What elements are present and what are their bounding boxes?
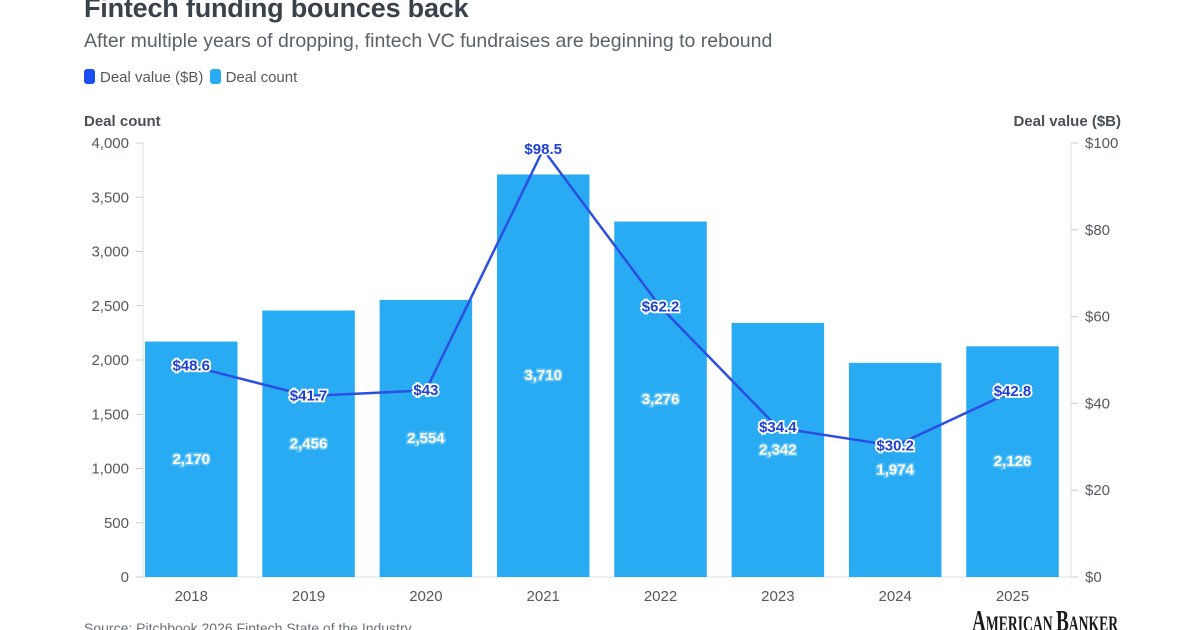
- svg-text:4,000: 4,000: [91, 135, 129, 152]
- svg-text:3,276: 3,276: [642, 391, 680, 408]
- svg-text:1,974: 1,974: [876, 461, 914, 478]
- svg-text:1,000: 1,000: [91, 461, 129, 478]
- svg-text:$100: $100: [1085, 135, 1118, 152]
- svg-text:2,456: 2,456: [290, 435, 328, 452]
- svg-text:2019: 2019: [292, 588, 325, 605]
- svg-text:2,554: 2,554: [407, 430, 445, 447]
- svg-text:$98.5: $98.5: [524, 141, 562, 158]
- svg-text:2024: 2024: [878, 588, 911, 605]
- svg-text:2,170: 2,170: [172, 451, 210, 468]
- svg-text:2020: 2020: [409, 588, 442, 605]
- svg-text:1,500: 1,500: [91, 406, 129, 423]
- svg-text:$60: $60: [1085, 309, 1110, 326]
- svg-text:2018: 2018: [175, 588, 208, 605]
- svg-text:500: 500: [104, 515, 129, 532]
- svg-text:$80: $80: [1085, 222, 1110, 239]
- svg-text:$30.2: $30.2: [876, 437, 914, 454]
- svg-text:$42.8: $42.8: [994, 383, 1032, 400]
- svg-text:2,000: 2,000: [91, 352, 129, 369]
- svg-text:2,342: 2,342: [759, 441, 797, 458]
- svg-text:2023: 2023: [761, 588, 794, 605]
- svg-text:$43: $43: [413, 382, 438, 399]
- svg-text:$34.4: $34.4: [759, 419, 797, 436]
- svg-text:2022: 2022: [644, 588, 677, 605]
- svg-text:$0: $0: [1085, 569, 1102, 586]
- svg-text:2,500: 2,500: [91, 298, 129, 315]
- svg-text:$40: $40: [1085, 395, 1110, 412]
- svg-text:0: 0: [121, 569, 129, 586]
- svg-text:3,710: 3,710: [524, 367, 562, 384]
- svg-text:$62.2: $62.2: [642, 299, 680, 316]
- svg-text:$20: $20: [1085, 482, 1110, 499]
- svg-text:2021: 2021: [527, 588, 560, 605]
- svg-text:3,500: 3,500: [91, 189, 129, 206]
- svg-text:2,126: 2,126: [994, 453, 1032, 470]
- svg-text:$41.7: $41.7: [290, 388, 328, 405]
- svg-text:$48.6: $48.6: [172, 358, 210, 375]
- svg-text:3,000: 3,000: [91, 244, 129, 261]
